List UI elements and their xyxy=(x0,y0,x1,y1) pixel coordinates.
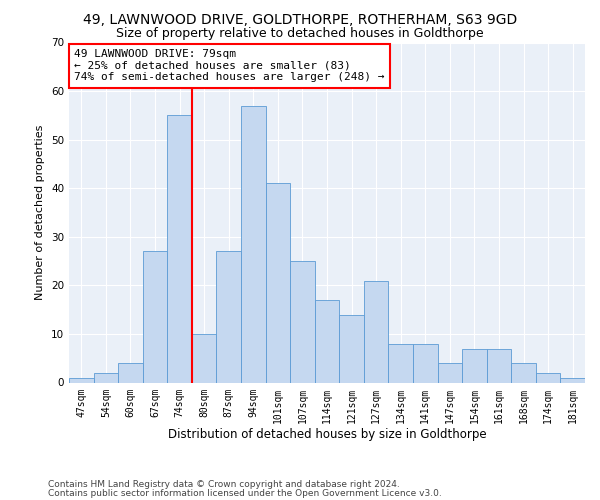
Text: 49 LAWNWOOD DRIVE: 79sqm
← 25% of detached houses are smaller (83)
74% of semi-d: 49 LAWNWOOD DRIVE: 79sqm ← 25% of detach… xyxy=(74,50,385,82)
Bar xyxy=(192,334,217,382)
Bar xyxy=(339,314,364,382)
Bar xyxy=(388,344,413,382)
Bar xyxy=(560,378,585,382)
Bar xyxy=(511,363,536,382)
Bar xyxy=(437,363,462,382)
Bar xyxy=(266,184,290,382)
Text: Size of property relative to detached houses in Goldthorpe: Size of property relative to detached ho… xyxy=(116,28,484,40)
Bar xyxy=(413,344,437,382)
Bar xyxy=(143,252,167,382)
Bar xyxy=(364,280,388,382)
Bar xyxy=(487,348,511,382)
Bar xyxy=(118,363,143,382)
Bar xyxy=(241,106,266,382)
X-axis label: Distribution of detached houses by size in Goldthorpe: Distribution of detached houses by size … xyxy=(167,428,487,441)
Y-axis label: Number of detached properties: Number of detached properties xyxy=(35,125,46,300)
Bar xyxy=(217,252,241,382)
Text: Contains HM Land Registry data © Crown copyright and database right 2024.: Contains HM Land Registry data © Crown c… xyxy=(48,480,400,489)
Text: 49, LAWNWOOD DRIVE, GOLDTHORPE, ROTHERHAM, S63 9GD: 49, LAWNWOOD DRIVE, GOLDTHORPE, ROTHERHA… xyxy=(83,12,517,26)
Bar xyxy=(69,378,94,382)
Bar xyxy=(167,116,192,382)
Bar xyxy=(462,348,487,382)
Text: Contains public sector information licensed under the Open Government Licence v3: Contains public sector information licen… xyxy=(48,489,442,498)
Bar xyxy=(315,300,339,382)
Bar xyxy=(536,373,560,382)
Bar xyxy=(94,373,118,382)
Bar xyxy=(290,261,315,382)
